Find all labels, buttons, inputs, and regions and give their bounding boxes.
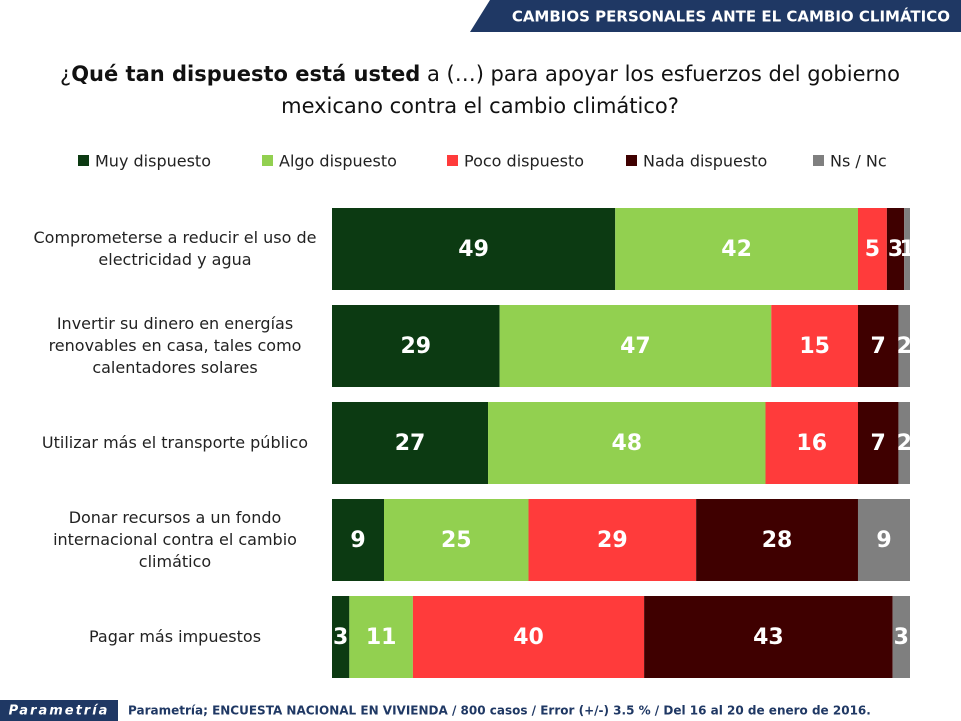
legend-swatch: [447, 155, 458, 166]
data-label: 5: [865, 237, 880, 262]
data-label: 25: [441, 528, 472, 553]
data-label: 9: [350, 528, 365, 553]
title-segment: ¿: [60, 62, 72, 86]
bar-segment: [412, 596, 645, 678]
legend-label: Algo dispuesto: [279, 152, 397, 171]
data-label: 2: [897, 431, 912, 456]
header-banner: [470, 0, 961, 32]
data-label: 11: [366, 625, 397, 650]
title-segment: a (…) para apoyar los esfuerzos del gobi…: [281, 62, 900, 118]
bar-segment: [898, 305, 910, 387]
footer-source: Parametría; ENCUESTA NACIONAL EN VIVIEND…: [128, 704, 871, 718]
data-label: 48: [611, 431, 642, 456]
bar-segment: [332, 208, 616, 290]
data-label: 7: [871, 334, 886, 359]
bar-segment: [857, 402, 899, 484]
legend-label: Ns / Nc: [830, 152, 887, 171]
bar-segment: [332, 305, 500, 387]
chart-title: ¿Qué tan dispuesto está usted a (…) para…: [40, 58, 920, 122]
bar-segment: [904, 208, 910, 290]
data-label: 29: [597, 528, 628, 553]
data-label: 40: [513, 625, 544, 650]
bar-segment: [857, 499, 910, 581]
data-label: 43: [753, 625, 784, 650]
bar-segment: [765, 402, 858, 484]
bar-segment: [615, 208, 858, 290]
data-label: 2: [897, 334, 912, 359]
data-label: 42: [721, 237, 752, 262]
data-label: 47: [620, 334, 651, 359]
data-label: 15: [799, 334, 830, 359]
bar-segment: [332, 499, 385, 581]
bar-segment: [886, 208, 905, 290]
category-label: Pagar más impuestos: [88, 627, 262, 646]
category-label: Utilizar más el transporte público: [41, 433, 309, 452]
legend-swatch: [262, 155, 273, 166]
category-label: Comprometerse a reducir el uso de electr…: [33, 228, 317, 269]
category-label: Donar recursos a un fondo internacional …: [53, 508, 297, 571]
bar-segment: [696, 499, 858, 581]
bar-segment: [349, 596, 413, 678]
footer-logo: Parametría: [9, 704, 110, 719]
data-label: 49: [458, 237, 489, 262]
data-label: 29: [400, 334, 431, 359]
bar-segment: [528, 499, 697, 581]
legend-label: Muy dispuesto: [95, 152, 211, 171]
bar-segment: [898, 402, 910, 484]
bar-segment: [857, 208, 887, 290]
data-label: 28: [762, 528, 793, 553]
bar-segment: [384, 499, 529, 581]
data-label: 1: [899, 237, 914, 262]
category-label: Invertir su dinero en energías renovable…: [48, 314, 302, 377]
bar-segment: [499, 305, 772, 387]
data-label: 3: [888, 237, 903, 262]
bar-segment: [332, 596, 350, 678]
bar-segment: [488, 402, 766, 484]
data-label: 16: [796, 431, 827, 456]
data-label: 9: [876, 528, 891, 553]
legend-swatch: [626, 155, 637, 166]
footer-logo-bg: [0, 700, 118, 721]
bar-segment: [332, 402, 489, 484]
bar-segment: [892, 596, 910, 678]
legend-swatch: [78, 155, 89, 166]
bar-segment: [644, 596, 893, 678]
data-label: 3: [333, 625, 348, 650]
data-label: 7: [871, 431, 886, 456]
bar-segment: [771, 305, 858, 387]
data-label: 27: [395, 431, 426, 456]
bar-segment: [857, 305, 899, 387]
legend-swatch: [813, 155, 824, 166]
legend-label: Poco dispuesto: [464, 152, 584, 171]
header: CAMBIOS PERSONALES ANTE EL CAMBIO CLIMÁT…: [512, 7, 950, 26]
title-segment: Qué tan dispuesto está usted: [71, 62, 421, 86]
data-label: 3: [894, 625, 909, 650]
legend-label: Nada dispuesto: [643, 152, 767, 171]
